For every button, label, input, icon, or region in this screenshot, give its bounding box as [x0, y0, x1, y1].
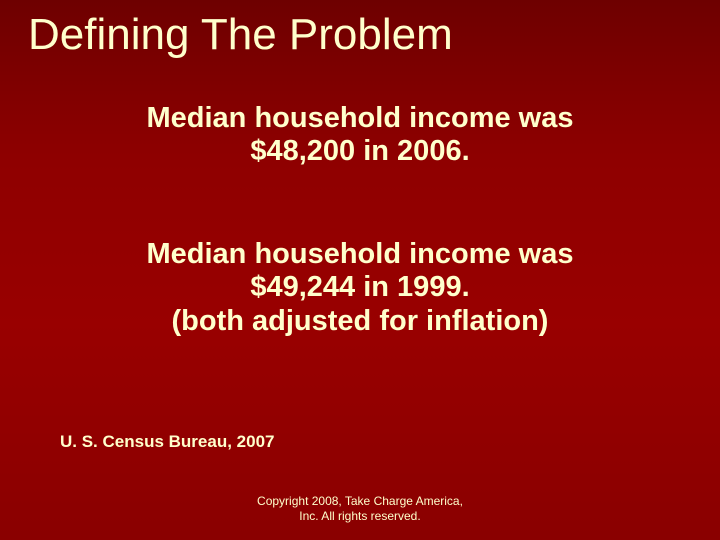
copyright-line: Copyright 2008, Take Charge America,	[0, 494, 720, 509]
body-line: Median household income was	[60, 102, 660, 135]
slide: Defining The Problem Median household in…	[0, 0, 720, 540]
body-line: (both adjusted for inflation)	[60, 305, 660, 338]
copyright-notice: Copyright 2008, Take Charge America, Inc…	[0, 494, 720, 524]
source-citation: U. S. Census Bureau, 2007	[60, 432, 274, 452]
copyright-line: Inc. All rights reserved.	[0, 509, 720, 524]
body-line: $49,244 in 1999.	[60, 271, 660, 304]
body-line: $48,200 in 2006.	[60, 135, 660, 168]
body-block-2: Median household income was $49,244 in 1…	[60, 238, 660, 338]
body-block-1: Median household income was $48,200 in 2…	[60, 102, 660, 169]
slide-title: Defining The Problem	[28, 10, 453, 60]
body-line: Median household income was	[60, 238, 660, 271]
